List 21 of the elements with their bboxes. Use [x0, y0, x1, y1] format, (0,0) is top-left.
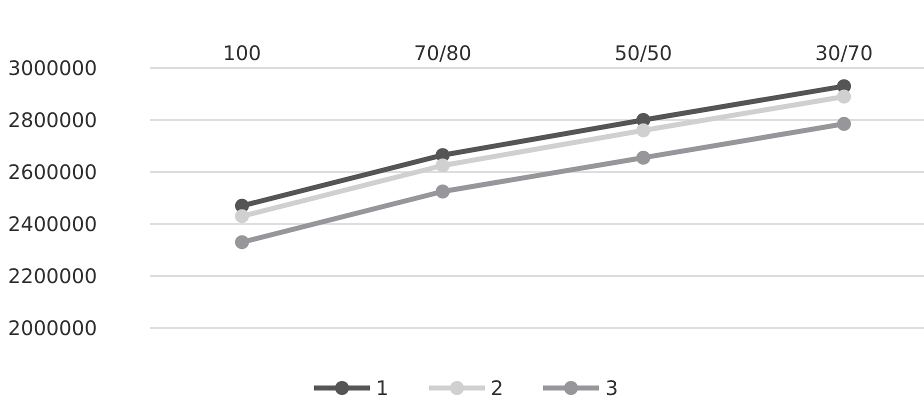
y-tick-label: 2400000: [8, 212, 98, 236]
point: [837, 90, 851, 104]
x-tick-label: 70/80: [414, 41, 472, 65]
point: [436, 158, 450, 172]
x-tick-label: 100: [222, 41, 262, 65]
point: [235, 209, 249, 224]
y-tick-label: 2600000: [8, 160, 98, 184]
legend-label: 1: [376, 376, 389, 400]
legend-label: 2: [490, 376, 504, 400]
point: [235, 235, 249, 250]
x-tick-label: 30/70: [815, 41, 873, 65]
y-tick-label: 2000000: [8, 316, 98, 340]
point: [636, 123, 650, 138]
legend-label: 3: [605, 376, 618, 400]
point: [837, 116, 851, 131]
y-tick-label: 3000000: [8, 56, 98, 80]
x-tick-label: 50/50: [614, 41, 672, 65]
y-tick-label: 2800000: [8, 108, 98, 132]
y-tick-label: 2200000: [8, 264, 98, 288]
point: [436, 184, 450, 198]
point: [636, 150, 650, 165]
